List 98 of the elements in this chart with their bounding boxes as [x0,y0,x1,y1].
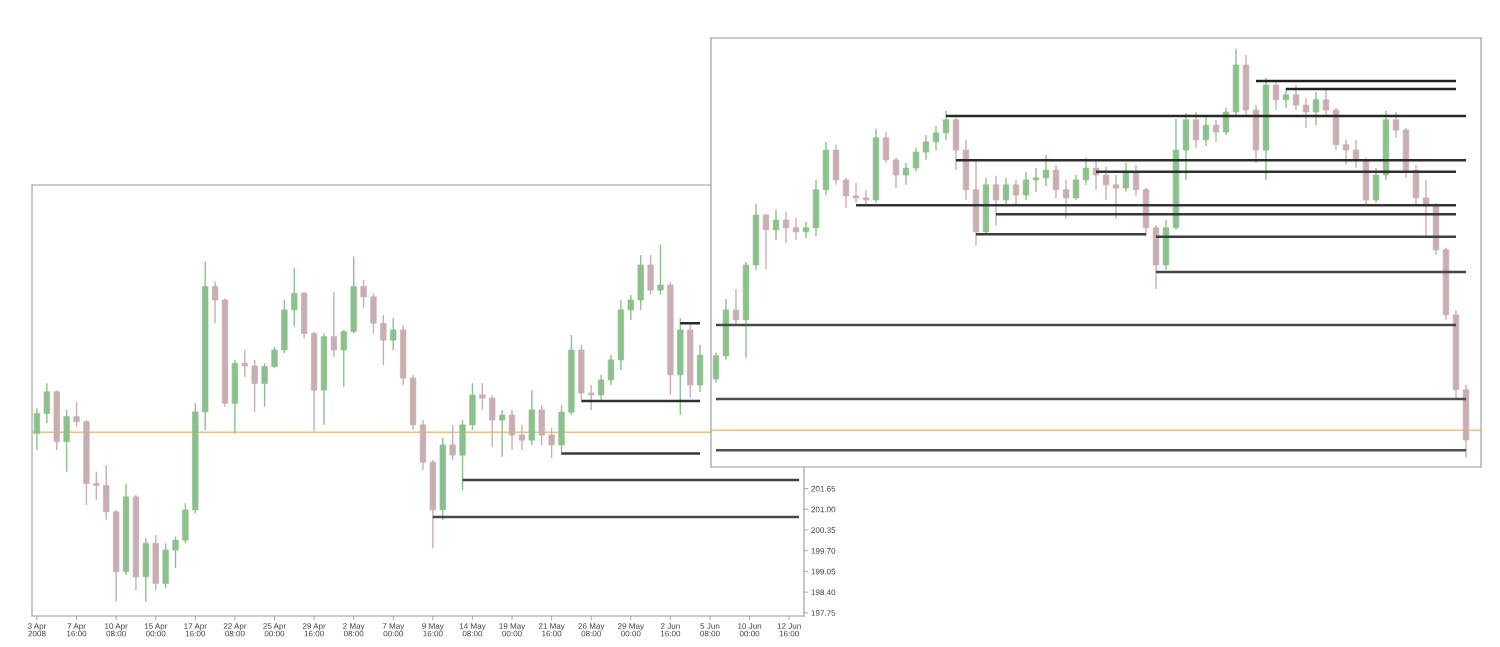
candlestick [588,384,595,411]
x-tick-label: 15 Apr 00:00 [144,623,168,637]
y-tick-label: 201.65 [811,485,836,492]
candlestick [1312,91,1320,126]
candlestick [489,394,496,448]
candlestick [211,280,219,324]
candlestick [1042,154,1050,187]
candlestick [992,175,1000,227]
x-tick-label: 7 May 00:00 [382,623,405,637]
candlestick [1192,111,1200,149]
candlestick [73,400,80,428]
candlestick [291,267,298,328]
candlestick [380,314,387,366]
x-tick-label: 3 Apr 2008 [27,623,47,637]
candlestick [912,147,920,173]
candlestick [93,471,100,501]
x-tick-label: 26 May 08:00 [578,623,605,637]
y-tick-label: 199.70 [811,547,836,554]
candlestick [597,374,605,401]
candlestick [852,182,860,204]
candlestick [1022,171,1030,201]
candlestick [1352,139,1360,169]
candlestick [792,217,800,241]
candlestick [607,354,615,386]
candlestick [508,409,516,451]
candlestick [802,221,810,239]
y-tick-label: 201.00 [811,506,836,513]
candlestick [330,291,337,358]
candlestick [1282,87,1290,109]
candlestick [271,346,278,369]
y-tick-label: 198.40 [811,589,836,596]
candlestick [340,329,347,388]
x-tick-label: 21 May 16:00 [538,623,565,637]
candlestick [261,362,268,408]
candlestick [33,407,41,451]
x-tick-label: 17 Apr 16:00 [184,623,207,637]
candlestick [1012,179,1020,207]
candlestick [1102,166,1110,201]
candlestick [1122,162,1130,193]
x-tick-label: 25 Apr 00:00 [263,623,286,637]
x-tick-label: 2 Jun 16:00 [660,623,681,637]
candlestick [732,288,740,326]
x-tick-label: 22 Apr 08:00 [223,623,247,637]
candlestick [627,294,634,321]
candlestick [762,213,770,270]
candlestick [390,317,397,351]
candlestick [1222,107,1230,136]
y-tick-label: 197.75 [811,610,836,616]
candlestick [1202,114,1210,147]
candlestick [922,134,930,161]
candlestick [1342,139,1350,166]
candlestick [449,424,456,461]
candlestick [842,177,850,209]
y-tick-label: 199.05 [811,568,836,575]
x-tick-label: 5 Jun 08:00 [700,623,720,637]
candlestick [360,279,367,309]
candlestick [892,157,900,189]
candlestick [172,535,179,569]
candlestick [1082,157,1090,186]
x-tick-label: 10 Apr 08:00 [105,623,128,637]
candlestick [1112,174,1120,220]
candlestick [479,382,486,411]
x-tick-label: 10 Jun 00:00 [738,623,762,637]
candlestick [657,244,664,296]
candlestick [1072,174,1080,201]
candlestick [712,351,720,384]
candlestick [1052,164,1060,199]
candlestick [882,131,890,164]
candlestick [1212,119,1220,143]
candlestick [1392,111,1400,139]
candlestick [772,209,780,241]
x-tick-label: 29 May 00:00 [617,623,644,637]
candlestick [1062,179,1070,220]
candlestick [1302,97,1310,129]
x-tick-label: 29 Apr 16:00 [302,623,326,637]
candlestick [1032,167,1040,193]
candlestick [902,162,910,186]
candlestick [548,427,555,459]
candlestick [1272,79,1280,111]
x-tick-label: 9 May 16:00 [422,623,444,637]
candlestick [518,424,526,451]
candlestick [932,125,940,151]
x-tick-label: 7 Apr 16:00 [67,623,87,637]
candlestick [251,359,258,413]
candlestick [241,349,248,378]
x-tick-label: 14 May 08:00 [459,623,486,637]
candlestick [499,409,506,458]
candlestick [1002,177,1010,206]
candlestick [782,211,790,244]
x-tick-label: 12 Jun 16:00 [777,623,801,637]
x-tick-label: 2 May 08:00 [343,623,365,637]
x-tick-label: 19 May 00:00 [499,623,526,637]
candlestick [942,110,950,141]
candlestick [862,189,870,206]
y-tick-label: 200.35 [811,527,836,533]
candlestick [1322,89,1330,116]
candlestick [43,382,50,424]
candlestick [1292,84,1300,111]
